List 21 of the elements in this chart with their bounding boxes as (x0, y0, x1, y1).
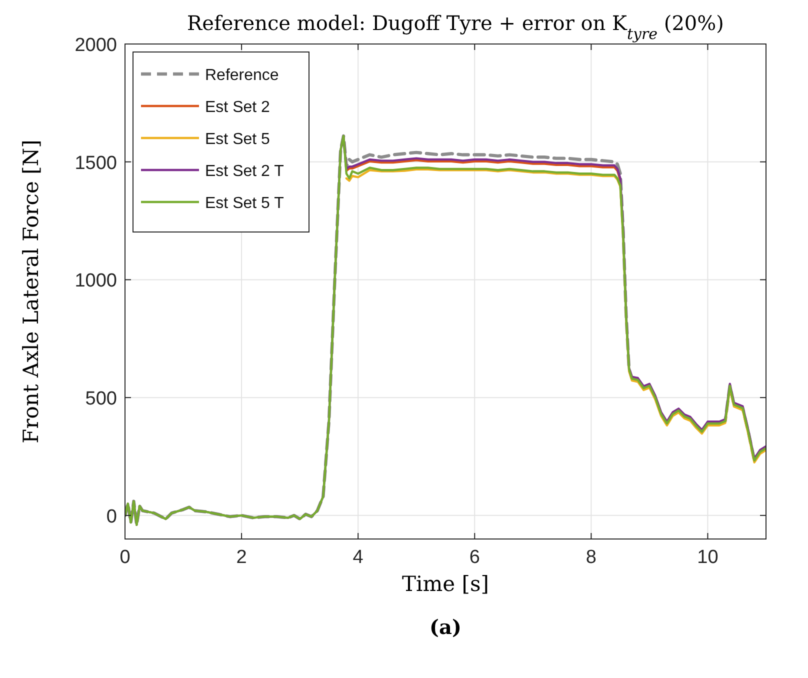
y-tick-label: 1500 (74, 152, 117, 174)
y-tick-label: 500 (85, 388, 117, 410)
legend-label: Est Set 5 T (205, 195, 284, 212)
line-series (345, 159, 622, 182)
legend-label: Est Set 5 (205, 131, 270, 148)
legend-label: Reference (205, 67, 279, 84)
legend-label: Est Set 2 (205, 99, 270, 116)
x-tick-label: 0 (120, 547, 130, 568)
x-axis-title: Time [s] (402, 572, 489, 596)
x-tick-label: 4 (352, 547, 364, 568)
legend-label: Est Set 2 T (205, 163, 284, 180)
y-tick-label: 1000 (74, 270, 117, 292)
x-tick-label: 10 (697, 547, 718, 568)
y-axis-title: Front Axle Lateral Force [N] (19, 140, 43, 444)
y-tick-label: 2000 (74, 35, 117, 56)
y-tick-label: 0 (106, 506, 117, 528)
text: (a) (430, 615, 462, 639)
x-tick-label: 6 (469, 547, 480, 568)
chart-title: Reference model: Dugoff Tyre + error on K$_{tyre}$ (20%) (187, 11, 724, 43)
x-tick-label: 8 (586, 547, 596, 568)
x-tick-label: 2 (236, 547, 247, 568)
